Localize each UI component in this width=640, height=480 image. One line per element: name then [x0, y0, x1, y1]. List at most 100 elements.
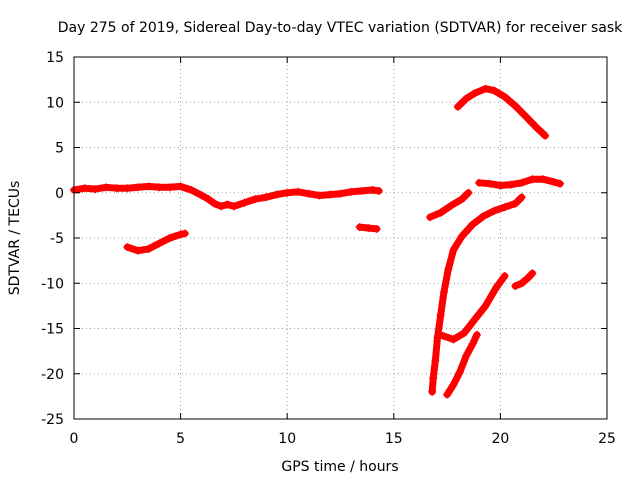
x-tick-label: 15: [385, 431, 403, 447]
data-point: [449, 245, 458, 254]
series-arc-1: [69, 182, 383, 211]
x-tick-label: 10: [278, 431, 296, 447]
data-point: [500, 92, 509, 101]
data-point: [223, 200, 232, 209]
data-point: [133, 246, 143, 255]
data-point: [355, 223, 364, 232]
data-point: [521, 112, 531, 121]
data-point: [429, 374, 438, 383]
data-point: [455, 367, 464, 377]
data-point: [481, 301, 490, 310]
y-tick-label: -5: [50, 231, 64, 247]
plot-frame: [73, 56, 608, 420]
data-point: [336, 189, 345, 198]
data-point: [528, 175, 537, 184]
data-point: [462, 351, 471, 360]
series-line: [511, 269, 536, 290]
data-point: [541, 131, 550, 140]
data-point: [325, 190, 334, 199]
data-point: [457, 232, 467, 241]
data-point: [155, 183, 164, 192]
data-point: [460, 328, 469, 338]
data-point: [217, 202, 226, 211]
data-point: [453, 102, 462, 111]
series-line: [428, 193, 526, 396]
data-point: [439, 288, 449, 297]
data-point: [436, 208, 445, 217]
series-line: [123, 230, 189, 255]
data-point: [449, 335, 458, 344]
data-point: [517, 279, 526, 288]
series-arc-8: [438, 271, 509, 344]
data-point: [428, 387, 437, 396]
data-point: [368, 185, 377, 195]
chart-title: Day 275 of 2019, Sidereal Day-to-day VTE…: [58, 20, 623, 36]
data-point: [112, 184, 121, 193]
data-point: [283, 188, 292, 197]
data-point: [549, 177, 558, 186]
data-point: [496, 181, 505, 190]
data-point: [204, 194, 213, 204]
data-point: [538, 175, 548, 184]
data-point: [468, 339, 477, 348]
x-tick-label: 20: [491, 431, 509, 447]
series-arc-4: [425, 188, 473, 222]
x-tick-label: 25: [598, 431, 616, 447]
data-point: [436, 310, 445, 320]
data-point: [447, 201, 456, 210]
data-point: [479, 212, 488, 221]
data-point: [474, 178, 484, 187]
data-point: [425, 213, 435, 222]
x-tick-label: 5: [176, 431, 185, 447]
data-point: [315, 191, 324, 200]
data-point: [492, 283, 501, 292]
data-point: [210, 199, 219, 208]
series-arc-6: [453, 84, 550, 140]
series-line: [70, 182, 383, 210]
data-point: [176, 182, 185, 191]
data-point: [304, 189, 313, 198]
data-point: [532, 123, 541, 132]
series-line: [443, 331, 481, 399]
data-point: [293, 187, 302, 196]
data-point: [500, 203, 509, 212]
x-tick-label: 0: [70, 431, 79, 447]
data-point: [511, 101, 520, 110]
data-point: [489, 86, 499, 95]
data-point: [431, 356, 440, 365]
data-point: [165, 183, 175, 192]
data-point: [457, 194, 467, 204]
x-axis-label: GPS time / hours: [281, 459, 398, 475]
data-point: [511, 281, 520, 291]
data-point: [101, 183, 111, 192]
data-point: [449, 380, 458, 389]
data-point: [91, 185, 100, 194]
data-point: [80, 184, 89, 193]
data-point: [133, 183, 143, 192]
y-tick-label: 5: [55, 141, 64, 157]
data-point: [470, 89, 479, 98]
data-point: [123, 242, 132, 252]
data-point: [261, 193, 270, 202]
data-point: [470, 315, 479, 324]
series-arc-5: [428, 193, 526, 396]
data-point: [472, 330, 482, 339]
data-point: [506, 180, 516, 189]
data-point: [517, 193, 526, 202]
series-arc-7: [474, 175, 565, 190]
data-point: [524, 273, 533, 282]
grid: [74, 57, 607, 419]
series-line: [454, 85, 549, 140]
data-point: [240, 198, 249, 207]
series-line: [439, 272, 509, 343]
data-point: [555, 179, 565, 188]
data-point: [229, 202, 238, 211]
data-point: [144, 182, 153, 191]
y-tick-label: -15: [41, 322, 64, 338]
y-tick-label: -20: [41, 367, 64, 383]
y-tick-label: -25: [41, 412, 64, 428]
y-tick-label: 0: [55, 186, 64, 202]
y-tick-label: 10: [46, 95, 64, 111]
data-point: [251, 194, 260, 204]
